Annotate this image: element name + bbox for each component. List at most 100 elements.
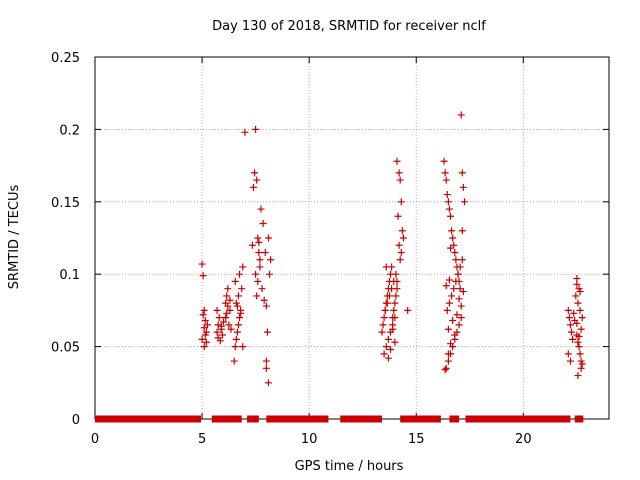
- data-point: [440, 157, 448, 165]
- data-point: [217, 322, 225, 330]
- data-point: [459, 288, 467, 296]
- data-point: [448, 292, 456, 300]
- data-point: [444, 198, 452, 206]
- y-tick-label: 0.05: [51, 341, 80, 356]
- zero-level-segment: [211, 415, 242, 423]
- data-point: [218, 331, 226, 339]
- data-point: [239, 343, 247, 351]
- data-point: [449, 234, 457, 242]
- zero-level-segment: [574, 415, 584, 423]
- data-point: [458, 169, 466, 177]
- data-point: [457, 302, 465, 310]
- data-point: [226, 296, 234, 304]
- data-point: [236, 314, 244, 322]
- data-point: [452, 277, 460, 285]
- data-point: [441, 366, 449, 374]
- data-point: [389, 325, 397, 333]
- zero-level-markers: [95, 415, 584, 423]
- data-point: [458, 256, 466, 264]
- x-tick-label: 15: [408, 432, 425, 447]
- data-point: [444, 350, 452, 358]
- data-point: [234, 292, 242, 300]
- data-point: [576, 288, 584, 296]
- y-tick-label: 0.2: [59, 123, 80, 138]
- data-point: [223, 309, 231, 317]
- data-point: [249, 183, 257, 191]
- data-point: [397, 248, 405, 256]
- data-point: [393, 277, 401, 285]
- data-point: [455, 295, 463, 303]
- data-point: [449, 317, 457, 325]
- data-point: [199, 272, 207, 280]
- data-point: [259, 220, 267, 228]
- data-point: [251, 169, 259, 177]
- data-point: [390, 306, 398, 314]
- data-point: [451, 331, 459, 339]
- data-point: [214, 334, 222, 342]
- x-tick-label: 20: [515, 432, 532, 447]
- data-point: [443, 191, 451, 199]
- data-point: [442, 282, 450, 290]
- data-point: [450, 285, 458, 293]
- y-tick-label: 0.15: [51, 196, 80, 211]
- data-point: [266, 270, 274, 278]
- data-point: [441, 169, 449, 177]
- data-point: [455, 321, 463, 329]
- data-point: [202, 338, 210, 346]
- data-point: [576, 350, 584, 358]
- data-point: [404, 306, 412, 314]
- zero-level-segment: [266, 415, 329, 423]
- data-point: [447, 244, 455, 252]
- x-tick-label: 5: [198, 432, 206, 447]
- data-point: [264, 234, 272, 242]
- data-point: [575, 343, 583, 351]
- chart-title: Day 130 of 2018, SRMTID for receiver ncl…: [212, 19, 486, 34]
- data-point: [445, 276, 453, 284]
- data-point: [456, 263, 464, 271]
- data-point: [255, 248, 263, 256]
- data-point: [385, 292, 393, 300]
- data-point: [254, 277, 262, 285]
- data-point: [201, 331, 209, 339]
- data-point: [460, 198, 468, 206]
- x-tick-labels: 0 5 10 15 20: [91, 432, 532, 447]
- data-point: [445, 205, 453, 213]
- data-point: [577, 325, 585, 333]
- y-tick-label: 0: [72, 413, 80, 428]
- data-point: [224, 302, 232, 310]
- data-point: [388, 285, 396, 293]
- data-point: [222, 314, 230, 322]
- data-point: [199, 311, 207, 319]
- y-tick-labels: 0 0.05 0.1 0.15 0.2 0.25: [51, 51, 80, 428]
- data-point: [253, 176, 261, 184]
- data-point: [262, 364, 270, 372]
- data-point: [253, 292, 261, 300]
- data-point: [257, 205, 265, 213]
- data-point: [445, 299, 453, 307]
- data-point: [384, 354, 392, 362]
- data-point: [448, 227, 456, 235]
- data-point: [573, 280, 581, 288]
- data-point: [442, 364, 450, 372]
- data-point: [392, 270, 400, 278]
- data-point: [223, 292, 231, 300]
- data-point: [262, 357, 270, 365]
- data-point: [248, 241, 256, 249]
- data-point: [200, 343, 208, 351]
- x-axis-label: GPS time / hours: [295, 459, 404, 474]
- data-point: [384, 335, 392, 343]
- data-point: [260, 296, 268, 304]
- data-point: [256, 263, 264, 271]
- data-point: [227, 325, 235, 333]
- data-point: [568, 328, 576, 336]
- data-point: [574, 338, 582, 346]
- data-point: [387, 345, 395, 353]
- data-point: [399, 234, 407, 242]
- data-point: [570, 309, 578, 317]
- data-point: [200, 324, 208, 332]
- x-tick-label: 10: [301, 432, 318, 447]
- data-point: [264, 379, 272, 387]
- zero-level-segment: [95, 415, 202, 423]
- grid-lines: [95, 57, 609, 419]
